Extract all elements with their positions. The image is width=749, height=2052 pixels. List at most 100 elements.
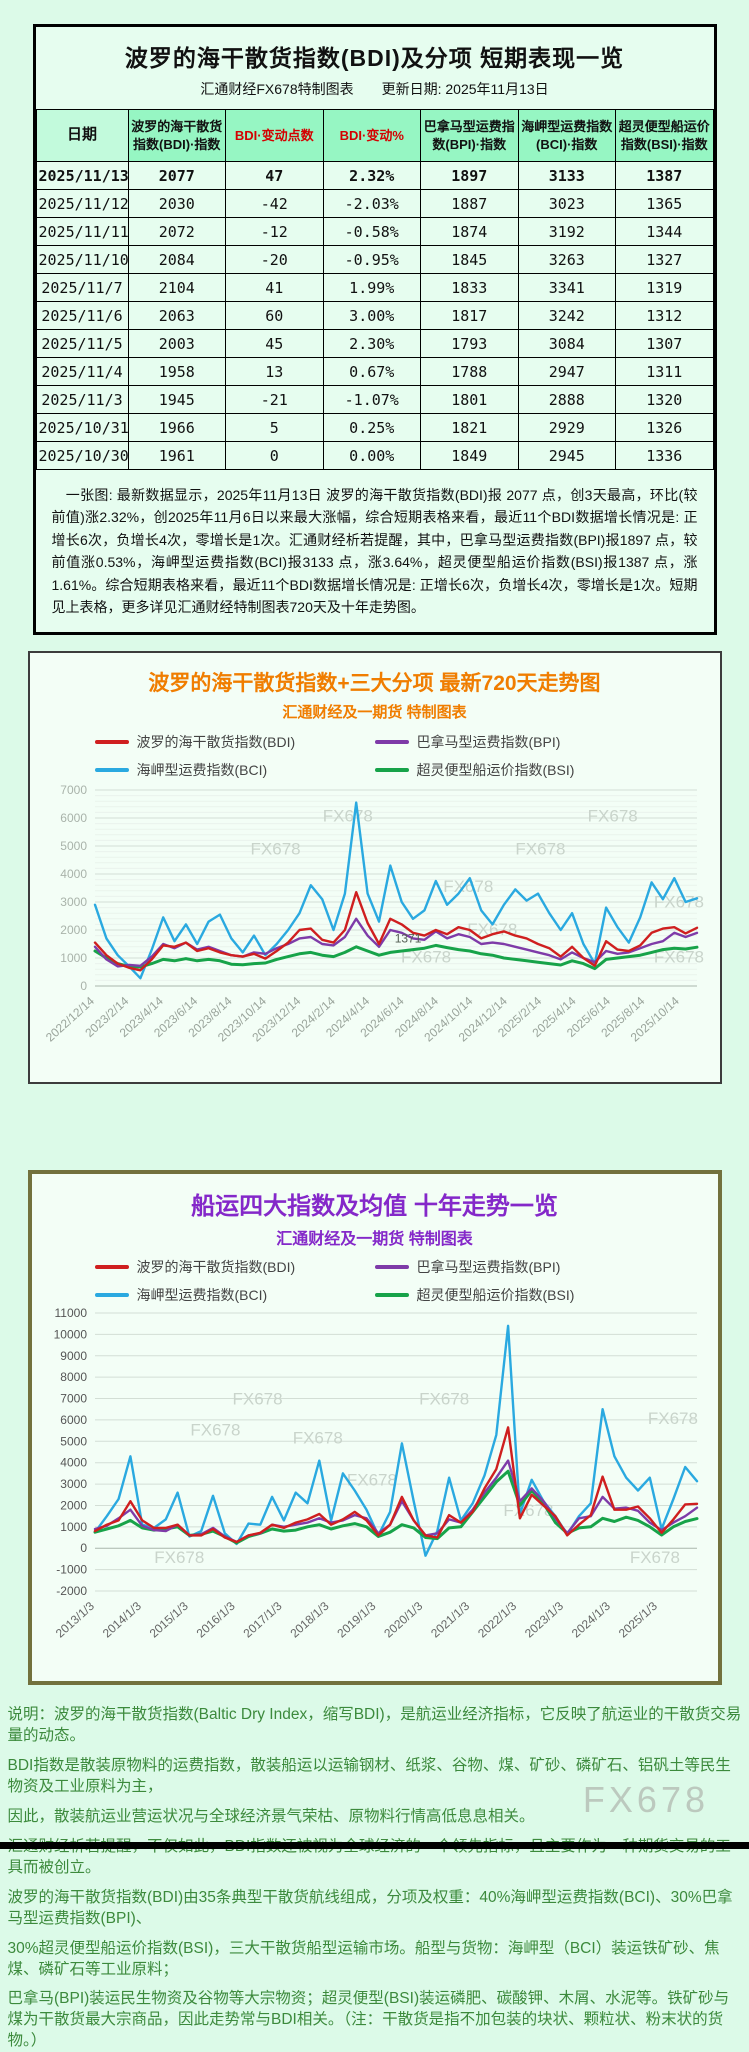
- description-line: 说明：波罗的海干散货指数(Baltic Dry Index，缩写BDI)，是航运…: [7, 1706, 742, 1745]
- y-axis-tick-label: 3000: [60, 895, 87, 909]
- x-axis-tick-label: 2021/1/3: [428, 1599, 472, 1641]
- legend-label: 超灵便型船运价指数(BSI): [416, 762, 575, 779]
- table-cell: -0.95%: [322, 245, 421, 274]
- description-line: BDI指数是散装原物料的运费指数，散装船运以运输钢材、纸浆、谷物、煤、矿砂、磷矿…: [7, 1757, 731, 1796]
- chart-watermark: FX678: [515, 840, 565, 859]
- table-cell: 1311: [615, 357, 714, 386]
- table-cell: 1897: [420, 161, 519, 190]
- chart-watermark: FX678: [346, 1471, 396, 1490]
- table-cell: 60: [225, 301, 324, 330]
- column-header: 海岬型运费指数(BCI)·指数: [517, 109, 616, 162]
- table-cell: 1961: [127, 441, 226, 470]
- column-header: 超灵便型船运价指数(BSI)·指数: [615, 109, 714, 162]
- table-cell: -21: [225, 385, 324, 414]
- chart-watermark: FX678: [232, 1390, 282, 1409]
- table-cell: 3242: [517, 301, 616, 330]
- panel-subtitle: 汇通财经FX678特制图表 更新日期: 2025年11月13日: [200, 81, 549, 97]
- description-line: 巴拿马(BPI)装运民生物资及谷物等大宗物资；超灵便型(BSI)装运磷肥、碳酸钾…: [7, 1990, 730, 2050]
- description-line: 波罗的海干散货指数(BDI)由35条典型干散货航线组成，分项及权重：40%海岬型…: [7, 1888, 733, 1927]
- table-cell: 2025/10/30: [35, 441, 129, 470]
- table-row: 2025/10/30 1961 0 0.00% 1849 2945 1336: [35, 441, 714, 470]
- table-cell: -12: [225, 217, 324, 246]
- table-cell: 1849: [420, 441, 519, 470]
- table-cell: 1320: [615, 385, 714, 414]
- series-line-bdi: [93, 1426, 698, 1544]
- chart1-subtitle: 汇通财经及一期货 特制图表: [282, 704, 467, 722]
- x-axis-tick-label: 2016/1/3: [193, 1599, 237, 1641]
- table-cell: 2025/11/3: [35, 385, 129, 414]
- table-cell: 0: [225, 441, 324, 470]
- table-cell: 1793: [420, 329, 519, 358]
- chart2-subtitle: 汇通财经及一期货 特制图表: [276, 1231, 473, 1249]
- table-cell: 3192: [517, 217, 616, 246]
- chart2-title: 船运四大指数及均值 十年走势一览: [191, 1193, 558, 1221]
- chart-watermark: FX678: [190, 1421, 240, 1440]
- chart-watermark: FX678: [443, 877, 493, 896]
- table-cell: 2025/11/6: [35, 301, 129, 330]
- table-cell: 2025/11/12: [35, 189, 129, 218]
- table-cell: 1336: [615, 441, 714, 470]
- table-cell: 1821: [420, 413, 519, 442]
- chart1-plot: 010002000300040005000600070002022/12/142…: [43, 783, 704, 1044]
- bdi-short-term-panel: 波罗的海干散货指数(BDI)及分项 短期表现一览 汇通财经FX678特制图表 更…: [32, 24, 717, 636]
- chart-watermark: FX678: [653, 893, 703, 912]
- series-line-bdi: [93, 891, 698, 972]
- legend-item: 海岬型运费指数(BCI): [94, 1285, 375, 1305]
- legend-label: 巴拿马型运费指数(BPI): [416, 734, 561, 751]
- table-cell: 1958: [127, 357, 226, 386]
- x-axis-tick-label: 2022/1/3: [475, 1599, 519, 1641]
- table-cell: -42: [225, 189, 324, 218]
- bdi-table-body: 2025/11/13 2077 47 2.32% 1897 3133 1387 2025/11…: [35, 161, 714, 470]
- table-cell: 2063: [127, 301, 226, 330]
- table-cell: 2072: [127, 217, 226, 246]
- x-axis-tick-label: 2018/1/3: [287, 1599, 331, 1641]
- y-axis-tick-label: 4000: [60, 867, 87, 881]
- table-cell: 1387: [615, 161, 714, 190]
- chart-watermark: FX678: [467, 920, 517, 939]
- chart-watermark: FX678: [322, 807, 372, 826]
- table-cell: 5: [225, 413, 324, 442]
- table-cell: 3023: [517, 189, 616, 218]
- series-line-bsi: [93, 944, 698, 971]
- legend-line-swatch: [374, 740, 409, 745]
- chart-watermark: FX678: [503, 1501, 553, 1520]
- table-row: 2025/11/12 2030 -42 -2.03% 1887 3023 1365: [35, 189, 714, 218]
- column-header: 巴拿马型运费指数(BPI)·指数: [420, 109, 519, 162]
- chart2-legend: 波罗的海干散货指数(BDI) 巴拿马型运费指数(BPI) 海岬型运费指数(BCI) 超…: [94, 1257, 655, 1305]
- description-line: 30%超灵便型船运价指数(BSI)，三大干散货船型运输市场。船型与货物：海岬型（…: [7, 1939, 720, 1978]
- legend-label: 波罗的海干散货指数(BDI): [136, 734, 296, 751]
- table-cell: 1833: [420, 273, 519, 302]
- legend-item: 超灵便型船运价指数(BSI): [374, 1285, 655, 1305]
- table-cell: 2025/11/10: [35, 245, 129, 274]
- description-line: 因此，散装航运业营运状况与全球经济景气荣枯、原物料行情高低息息相关。: [7, 1808, 535, 1826]
- y-axis-tick-label: 2000: [60, 1499, 87, 1513]
- chart-annotation: 1371: [394, 932, 421, 946]
- table-cell: -2.03%: [322, 189, 421, 218]
- chart-720day-panel: 波罗的海干散货指数+三大分项 最新720天走势图 汇通财经及一期货 特制图表 波…: [27, 651, 722, 1085]
- table-cell: 1307: [615, 329, 714, 358]
- table-cell: 45: [225, 329, 324, 358]
- y-axis-tick-label: 0: [80, 979, 87, 993]
- table-cell: 0.25%: [322, 413, 421, 442]
- table-cell: 2025/11/11: [35, 217, 129, 246]
- table-cell: -0.58%: [322, 217, 421, 246]
- x-axis-tick-label: 2017/1/3: [240, 1599, 284, 1641]
- fx678-watermark: FX678: [582, 1779, 709, 1820]
- legend-line-swatch: [374, 1293, 409, 1298]
- table-cell: 2077: [127, 161, 226, 190]
- series-line-bci: [93, 801, 698, 980]
- table-row: 2025/11/3 1945 -21 -1.07% 1801 2888 1320: [35, 385, 714, 414]
- table-cell: 2104: [127, 273, 226, 302]
- table-cell: 1801: [420, 385, 519, 414]
- chart-watermark: FX678: [587, 807, 637, 826]
- table-cell: 2.32%: [322, 161, 421, 190]
- table-cell: 3133: [517, 161, 616, 190]
- table-cell: 2025/11/5: [35, 329, 129, 358]
- legend-line-swatch: [94, 1265, 129, 1270]
- table-cell: 1874: [420, 217, 519, 246]
- chart-watermark: FX678: [154, 1549, 204, 1568]
- legend-line-swatch: [94, 740, 129, 745]
- table-cell: 2945: [517, 441, 616, 470]
- y-axis-tick-label: 11000: [54, 1306, 87, 1320]
- table-cell: 1.99%: [322, 273, 421, 302]
